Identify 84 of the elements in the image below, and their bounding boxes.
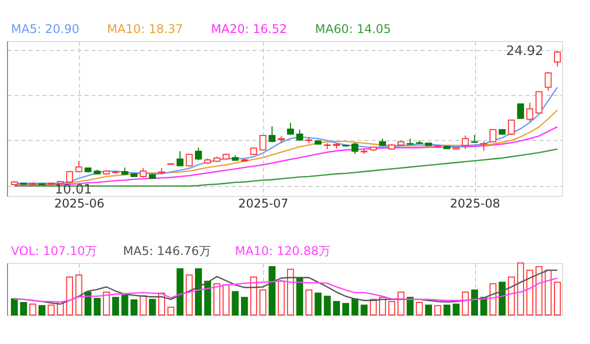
candlestick <box>140 167 147 178</box>
text: MA10: 18.37 <box>107 22 184 36</box>
text: MA20: 16.52 <box>211 22 288 36</box>
bar <box>406 296 414 316</box>
bar <box>112 296 120 316</box>
bar <box>38 305 46 316</box>
candlestick <box>480 140 488 152</box>
text: MA5: 20.90 <box>11 22 80 36</box>
x-tick-label: 2025-06 <box>54 196 104 210</box>
bar <box>241 296 248 316</box>
candlestick <box>462 135 469 150</box>
bar <box>287 268 294 316</box>
candlestick <box>351 142 358 154</box>
candlestick <box>186 153 193 168</box>
bar <box>29 304 36 316</box>
candlestick <box>195 147 202 161</box>
bar <box>342 303 350 316</box>
bar <box>250 276 258 316</box>
bar <box>296 277 304 316</box>
bar <box>195 268 202 316</box>
candlestick <box>268 126 276 143</box>
bar <box>176 268 184 316</box>
annotation: 10.01 <box>54 182 92 198</box>
bar <box>94 298 101 316</box>
bar <box>102 292 110 316</box>
bar <box>425 304 432 316</box>
bar <box>517 262 524 316</box>
bar <box>351 298 358 316</box>
candlestick <box>508 119 515 136</box>
bar <box>370 298 377 316</box>
annotation: 24.92 <box>506 44 544 59</box>
bar <box>20 302 28 316</box>
bar <box>434 305 442 316</box>
bar <box>213 283 220 316</box>
text: MA10: 120.88万 <box>235 244 331 258</box>
candlestick <box>536 90 542 114</box>
bar <box>259 290 266 316</box>
x-tick-label: 2025-07 <box>238 196 288 210</box>
bar <box>444 304 450 316</box>
candlestick <box>526 102 534 122</box>
text: VOL: 107.10万 <box>11 244 97 258</box>
bar <box>66 276 74 316</box>
bar <box>360 304 368 316</box>
bar <box>379 296 386 316</box>
bar <box>388 300 396 316</box>
bar <box>536 266 542 316</box>
bar <box>48 304 55 316</box>
bar <box>416 302 423 316</box>
bar <box>121 294 128 316</box>
x-tick-label: 2025-08 <box>450 196 500 210</box>
bar <box>333 300 340 316</box>
bar <box>204 280 212 316</box>
bar <box>10 298 18 316</box>
bar <box>84 292 92 316</box>
bar <box>148 298 156 316</box>
bar <box>471 290 478 316</box>
bar <box>130 299 138 316</box>
candlestick <box>66 170 74 183</box>
series-label: MA5: 146.76万 <box>123 244 212 258</box>
bar <box>324 296 331 316</box>
candlestick <box>259 135 266 151</box>
bar <box>167 306 174 316</box>
candlestick <box>176 150 184 166</box>
bar <box>222 284 230 316</box>
bar <box>232 291 239 316</box>
bar <box>490 283 496 316</box>
candlestick <box>554 50 561 68</box>
bar <box>305 290 312 316</box>
text: MA60: 14.05 <box>315 22 392 36</box>
bar <box>544 270 552 316</box>
bar <box>462 292 469 316</box>
bar <box>508 276 515 316</box>
bar <box>452 304 460 316</box>
bar <box>268 266 276 316</box>
bar <box>397 292 404 316</box>
bar <box>554 282 561 316</box>
candlestick <box>490 128 496 143</box>
bar <box>314 292 322 316</box>
candlestick <box>75 160 82 173</box>
bar <box>498 282 506 316</box>
candlestick <box>296 129 304 142</box>
bar <box>278 280 285 316</box>
candlestick <box>517 102 524 120</box>
candlestick <box>544 71 552 92</box>
